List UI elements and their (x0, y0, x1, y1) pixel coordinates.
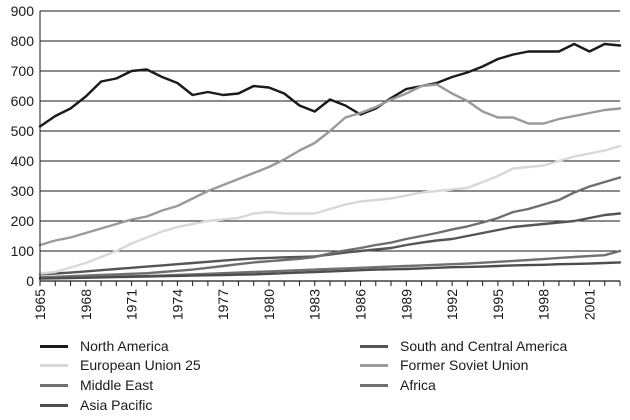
legend: North America South and Central America Eu… (0, 333, 630, 420)
series-lines (38, 42, 622, 280)
legend-swatch (360, 344, 388, 348)
legend-swatch (40, 344, 68, 348)
legend-label: European Union 25 (80, 357, 201, 373)
legend-label: North America (80, 338, 169, 354)
x-tick-label: 1974 (169, 289, 185, 320)
y-tick-label: 900 (11, 3, 35, 19)
series-line-asia-pacific (38, 261, 622, 280)
legend-item: South and Central America (360, 336, 567, 356)
legend-item: North America (40, 336, 169, 356)
legend-label: Former Soviet Union (400, 357, 529, 373)
x-tick-label: 2001 (581, 289, 597, 320)
axes (39, 11, 621, 286)
y-tick-label: 0 (26, 273, 34, 289)
y-tick-label: 500 (11, 123, 35, 139)
x-tick-label: 1989 (398, 289, 414, 320)
series-line-north-america (38, 42, 622, 128)
series-line-former-soviet-union (38, 83, 622, 247)
x-tick-label: 1998 (536, 289, 552, 320)
x-tick-label: 1980 (261, 289, 277, 320)
series-line-european-union-25 (38, 144, 622, 275)
y-tick-label: 400 (11, 153, 35, 169)
x-tick-label: 1971 (124, 289, 140, 320)
series-line-middle-east (38, 176, 622, 279)
y-tick-label: 100 (11, 243, 35, 259)
y-tick-label: 600 (11, 93, 35, 109)
x-tick-label: 1983 (307, 289, 323, 320)
legend-label: Asia Pacific (80, 397, 153, 413)
x-tick-label: 1965 (32, 289, 48, 320)
x-tick-label: 1992 (444, 289, 460, 320)
legend-swatch (40, 383, 68, 387)
legend-swatch (360, 383, 388, 387)
legend-item: Africa (360, 375, 436, 395)
legend-label: South and Central America (400, 338, 568, 354)
legend-item: Middle East (40, 375, 153, 395)
x-tick-label: 1968 (78, 289, 94, 320)
legend-swatch (360, 363, 388, 367)
legend-label: Africa (400, 377, 436, 393)
y-tick-label: 300 (11, 183, 35, 199)
legend-swatch (40, 363, 68, 367)
legend-item: Former Soviet Union (360, 355, 528, 375)
x-tick-label: 1977 (215, 289, 231, 320)
legend-item: Asia Pacific (40, 395, 152, 415)
line-chart: 0 100 200 300 400 500 600 700 800 900 1965 1968 1971… (11, 3, 622, 320)
y-tick-label: 200 (11, 213, 35, 229)
legend-item: European Union 25 (40, 355, 201, 375)
y-tick-label: 800 (11, 33, 35, 49)
x-tick-label: 1986 (353, 289, 369, 320)
tick-labels: 0 100 200 300 400 500 600 700 800 900 1965 1968 1971… (11, 3, 598, 320)
y-tick-label: 700 (11, 63, 35, 79)
x-tick-label: 1995 (490, 289, 506, 320)
legend-swatch (40, 403, 68, 407)
legend-label: Middle East (80, 377, 154, 393)
